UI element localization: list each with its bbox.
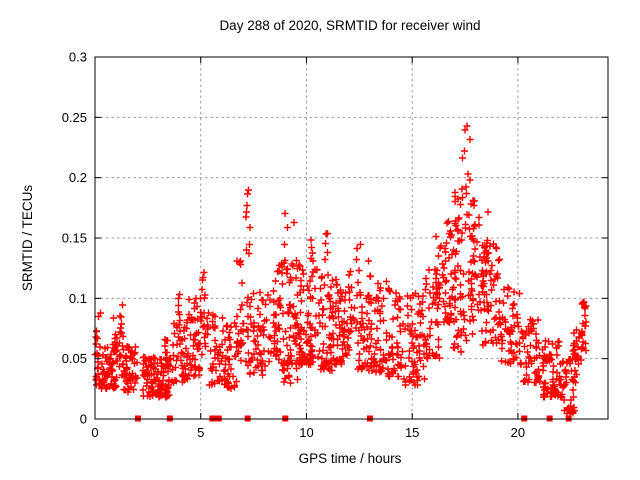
y-axis-label: SRMTID / TECUs <box>20 185 35 292</box>
y-tick-label: 0.25 <box>62 110 87 125</box>
y-tick-label: 0.1 <box>69 291 87 306</box>
x-tick-label: 5 <box>197 425 204 440</box>
x-tick-label: 20 <box>511 425 525 440</box>
data-points-layer <box>91 122 590 422</box>
y-tick-label: 0.15 <box>62 231 87 246</box>
tick-labels: 0 5 10 15 20 0 0.05 0.1 0.15 0.2 0.25 0.3 <box>62 50 525 441</box>
chart-title: Day 288 of 2020, SRMTID for receiver win… <box>219 18 480 33</box>
y-tick-label: 0.3 <box>69 50 87 65</box>
x-tick-label: 0 <box>91 425 98 440</box>
axes-frame <box>94 56 609 420</box>
y-tick-label: 0.05 <box>62 351 87 366</box>
y-tick-label: 0.2 <box>69 170 87 185</box>
x-axis-label: GPS time / hours <box>299 451 402 466</box>
y-tick-label: 0 <box>80 412 87 427</box>
scatter-plus-markers <box>91 122 590 417</box>
x-tick-label: 10 <box>299 425 313 440</box>
x-tick-label: 15 <box>405 425 419 440</box>
